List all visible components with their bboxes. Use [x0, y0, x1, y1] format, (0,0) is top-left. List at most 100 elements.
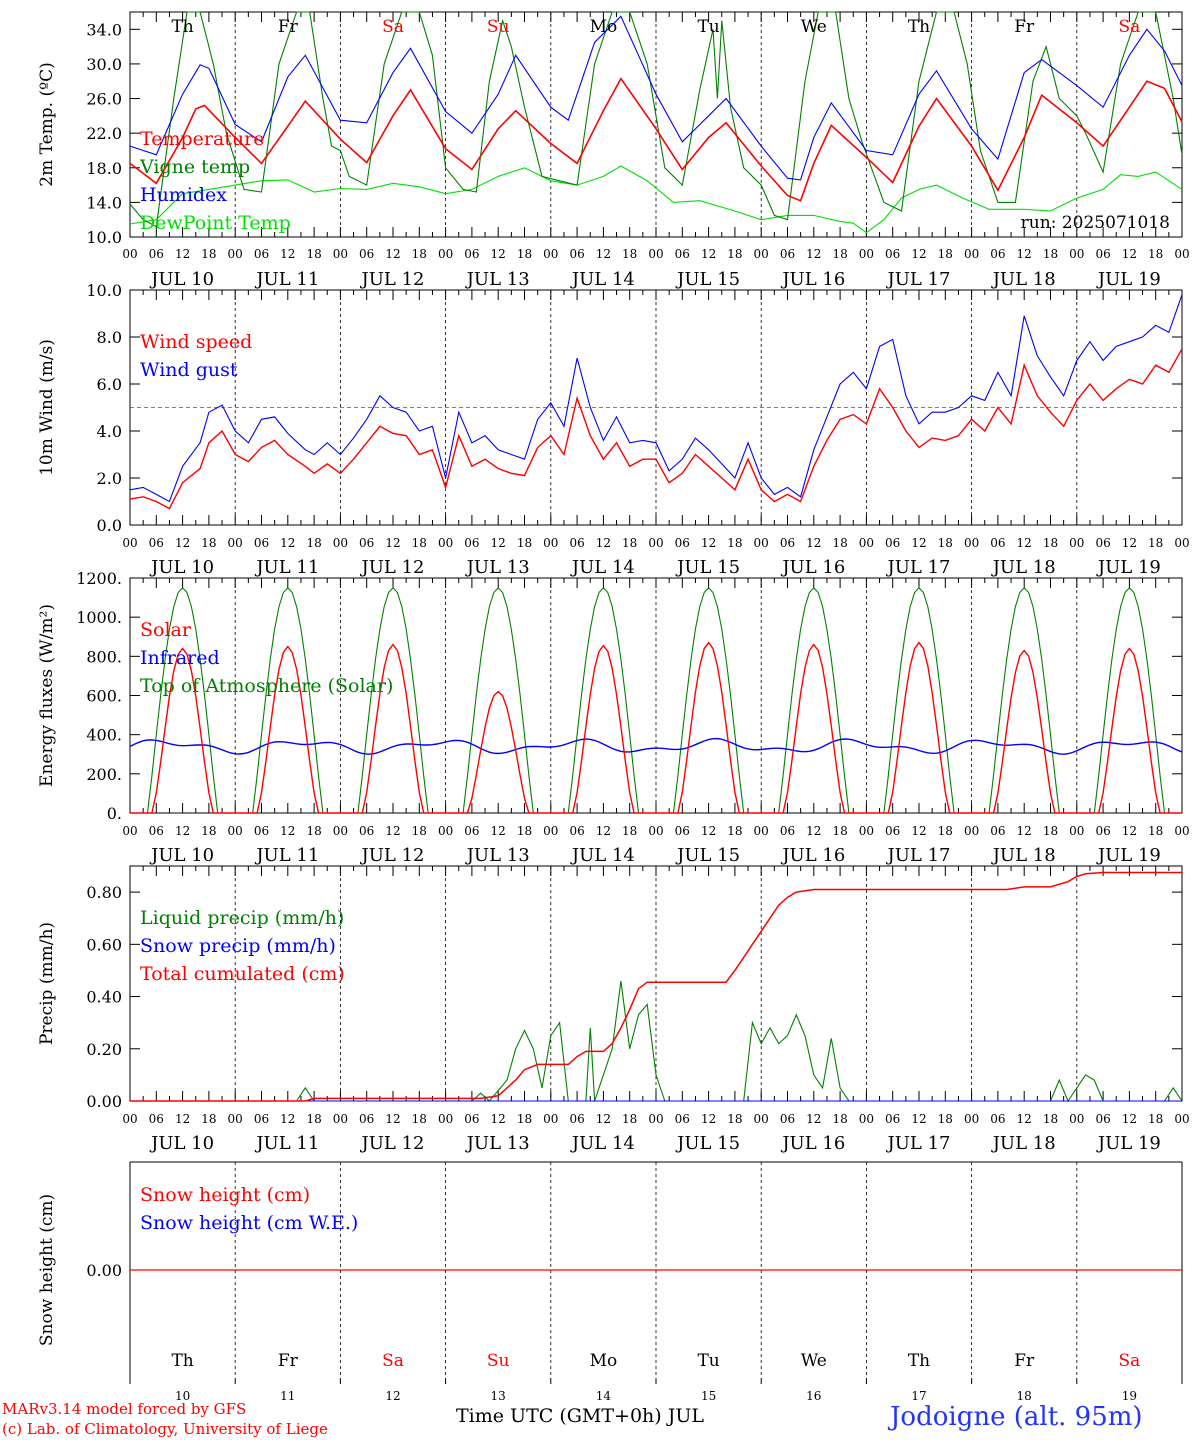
x-tick-label: 12: [385, 824, 400, 838]
x-tick-label: 00: [1069, 247, 1084, 261]
x-tick-label: 18: [622, 247, 637, 261]
y-axis-label: Snow height (cm): [37, 1194, 57, 1346]
day-label: JUL 11: [254, 557, 319, 578]
day-label: JUL 10: [149, 269, 214, 290]
x-tick-label: 12: [1017, 536, 1032, 550]
x-tick-label: 06: [254, 247, 269, 261]
weekday-label: Sa: [382, 1351, 404, 1371]
x-tick-label: 12: [806, 247, 821, 261]
x-tick-label: 18: [1043, 536, 1058, 550]
x-tick-label: 18: [306, 536, 321, 550]
liquid-precip-line: [130, 980, 1183, 1103]
x-tick-label: 18: [727, 247, 742, 261]
x-tick-label: 12: [1122, 824, 1137, 838]
day-label: JUL 10: [149, 845, 214, 866]
weekday-label: We: [801, 1351, 827, 1371]
x-tick-label: 00: [859, 247, 874, 261]
y-tick-label: 10.0: [86, 228, 122, 247]
y-tick-label: 0.: [107, 804, 122, 823]
x-tick-label: 00: [228, 247, 243, 261]
x-tick-label: 00: [1174, 247, 1189, 261]
day-label: JUL 12: [360, 1133, 425, 1154]
x-tick-label: 06: [149, 1112, 164, 1126]
x-tick-label: 06: [149, 824, 164, 838]
x-tick-label: 00: [1069, 824, 1084, 838]
y-tick-label: 0.80: [86, 883, 122, 902]
x-tick-label: 18: [306, 247, 321, 261]
x-tick-label: 18: [832, 824, 847, 838]
weekday-label: Th: [908, 17, 930, 37]
x-tick-label: 18: [517, 536, 532, 550]
x-tick-label: 00: [964, 824, 979, 838]
x-tick-label: 00: [964, 247, 979, 261]
day-number-label: 12: [385, 1389, 400, 1403]
dewpoint-line: [129, 165, 1183, 234]
x-tick-label: 00: [859, 536, 874, 550]
x-tick-label: 12: [1122, 247, 1137, 261]
y-tick-label: 34.0: [86, 20, 122, 39]
cumulated-precip-line: [130, 871, 1182, 1102]
weekday-label: Tu: [697, 17, 719, 37]
x-tick-label: 18: [1148, 247, 1163, 261]
day-label: JUL 18: [991, 1133, 1056, 1154]
x-tick-label: 06: [780, 247, 795, 261]
y-tick-label: 0.60: [86, 935, 122, 954]
x-tick-label: 18: [201, 824, 216, 838]
weekday-label: Fr: [1014, 1351, 1035, 1371]
x-tick-label: 18: [412, 824, 427, 838]
x-tick-label: 00: [122, 1112, 137, 1126]
x-tick-label: 18: [832, 247, 847, 261]
day-label: JUL 13: [465, 269, 530, 290]
day-label: JUL 17: [886, 1133, 951, 1154]
x-tick-label: 18: [306, 824, 321, 838]
y-tick-label: 800.: [86, 647, 122, 666]
weekday-label: Tu: [697, 1351, 719, 1371]
x-tick-label: 00: [543, 247, 558, 261]
x-tick-label: 00: [754, 247, 769, 261]
day-number-label: 13: [491, 1389, 506, 1403]
x-tick-label: 00: [122, 824, 137, 838]
x-tick-label: 18: [1043, 824, 1058, 838]
legend-snow-precip-mm-h-: Snow precip (mm/h): [140, 935, 336, 957]
day-label: JUL 14: [570, 1133, 635, 1154]
legend-humidex: Humidex: [140, 184, 227, 206]
day-label: JUL 10: [149, 1133, 214, 1154]
x-tick-label: 18: [622, 824, 637, 838]
x-tick-label: 06: [1095, 536, 1110, 550]
x-tick-label: 06: [464, 824, 479, 838]
day-number-label: 16: [806, 1389, 821, 1403]
day-label: JUL 14: [570, 269, 635, 290]
day-label: JUL 10: [149, 557, 214, 578]
x-tick-label: 06: [359, 536, 374, 550]
day-number-label: 15: [701, 1389, 716, 1403]
day-label: JUL 17: [886, 557, 951, 578]
weekday-label: Th: [171, 1351, 193, 1371]
day-label: JUL 11: [254, 845, 319, 866]
y-tick-label: 30.0: [86, 55, 122, 74]
x-tick-label: 18: [1043, 1112, 1058, 1126]
y-tick-label: 14.0: [86, 193, 122, 212]
day-label: JUL 12: [360, 269, 425, 290]
x-tick-label: 00: [228, 536, 243, 550]
weekday-label: Fr: [278, 17, 299, 37]
legend-vigne-temp: Vigne temp: [139, 156, 250, 178]
legend-wind-speed: Wind speed: [140, 331, 252, 353]
x-tick-label: 12: [175, 247, 190, 261]
day-label: JUL 13: [465, 845, 530, 866]
x-tick-label: 18: [201, 536, 216, 550]
x-tick-label: 18: [727, 536, 742, 550]
x-tick-label: 00: [754, 536, 769, 550]
x-tick-label: 00: [648, 247, 663, 261]
x-tick-label: 06: [569, 1112, 584, 1126]
day-label: JUL 16: [780, 557, 845, 578]
x-tick-label: 06: [464, 247, 479, 261]
x-tick-label: 06: [254, 1112, 269, 1126]
day-label: JUL 12: [360, 845, 425, 866]
x-tick-label: 18: [201, 1112, 216, 1126]
x-tick-label: 18: [727, 824, 742, 838]
plot-frame-1: [129, 11, 1183, 238]
x-tick-label: 06: [1095, 824, 1110, 838]
y-axis-label: Energy fluxes (W/m²): [37, 604, 57, 787]
day-label: JUL 12: [360, 557, 425, 578]
x-tick-label: 18: [938, 1112, 953, 1126]
